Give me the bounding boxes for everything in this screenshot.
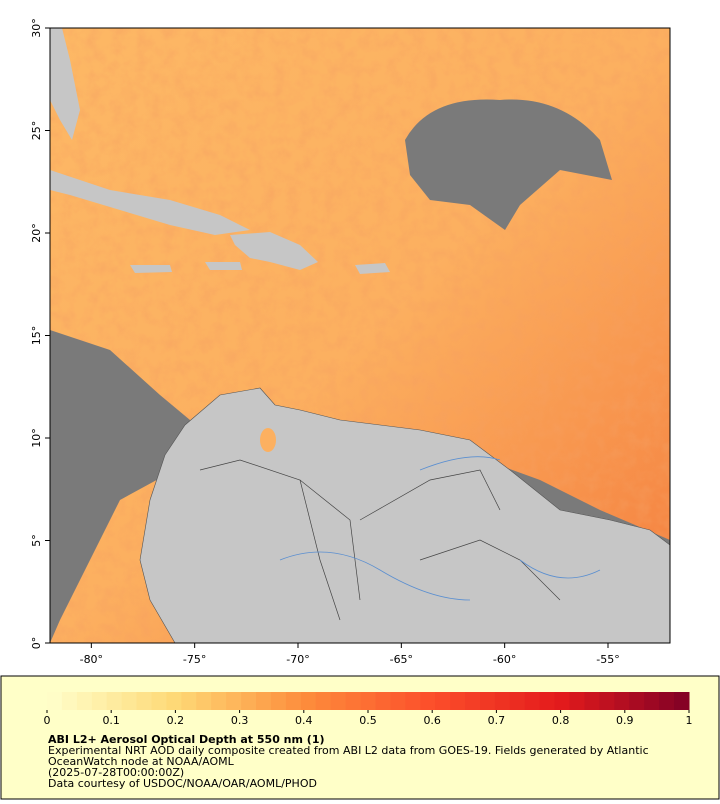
colorbar-bin	[360, 692, 376, 710]
colorbar-bin	[315, 692, 332, 710]
colorbar-bin	[569, 692, 585, 710]
colorbar-bin	[435, 692, 451, 710]
colorbar-bin	[674, 692, 690, 710]
colorbar-bin	[270, 692, 287, 710]
colorbar-bin	[554, 692, 571, 710]
colorbar-bin	[166, 692, 182, 710]
land	[50, 170, 250, 235]
colorbar-tick-label: 1	[686, 714, 693, 727]
colorbar-bin	[509, 692, 526, 710]
colorbar-bin	[61, 692, 78, 710]
colorbar-tick-label: 0.3	[231, 714, 249, 727]
colorbar-bin	[285, 692, 302, 710]
colorbar-bin	[494, 692, 511, 710]
x-tick-label: -65°	[390, 653, 413, 666]
colorbar-bin	[196, 692, 212, 710]
colorbar-bin	[420, 692, 436, 710]
land	[130, 262, 242, 273]
caption-title: ABI L2+ Aerosol Optical Depth at 550 nm …	[48, 733, 325, 746]
colorbar-bin	[151, 692, 167, 710]
colorbar-bin	[330, 692, 347, 710]
caption-line: Experimental NRT AOD daily composite cre…	[48, 744, 649, 757]
border	[199, 459, 561, 621]
colorbar-tick-label: 0.6	[423, 714, 441, 727]
colorbar-tick-label: 0.9	[616, 714, 634, 727]
y-tick-label: 5°	[30, 534, 43, 547]
colorbar-tick-label: 0.4	[295, 714, 313, 727]
colorbar-bin	[614, 692, 630, 710]
colorbar-bin	[300, 692, 317, 710]
colorbar-bin	[405, 692, 421, 710]
colorbar-bin	[599, 692, 615, 710]
colorbar-bin	[345, 692, 362, 710]
colorbar-bin	[584, 692, 600, 710]
colorbar-bin	[241, 692, 257, 710]
colorbar-bin	[136, 692, 153, 710]
x-tick-label: -60°	[493, 653, 516, 666]
river	[279, 456, 601, 601]
colorbar-tick-label: 0	[44, 714, 51, 727]
land	[50, 28, 80, 140]
colorbar-bin	[226, 692, 242, 710]
y-tick-label: 10°	[30, 428, 43, 448]
colorbar-bin	[524, 692, 541, 710]
colorbar-tick-label: 0.7	[488, 714, 506, 727]
y-tick-label: 30°	[30, 18, 43, 38]
colorbar-bin	[539, 692, 556, 710]
colorbar-bin	[47, 692, 63, 710]
colorbar-bin	[659, 692, 675, 710]
colorbar-bin	[121, 692, 138, 710]
colorbar-tick-label: 0.5	[359, 714, 377, 727]
no-data	[405, 99, 612, 230]
y-tick-label: 0°	[30, 637, 43, 650]
colorbar-bin	[256, 692, 272, 710]
land	[355, 263, 390, 274]
land	[230, 232, 318, 270]
y-tick-label: 20°	[30, 223, 43, 243]
colorbar-bin	[211, 692, 227, 710]
caption-line: OceanWatch node at NOAA/AOML	[48, 755, 235, 768]
colorbar-bin	[76, 692, 93, 710]
colorbar-tick-label: 0.1	[102, 714, 120, 727]
caption-line: Data courtesy of USDOC/NOAA/OAR/AOML/PHO…	[48, 777, 317, 790]
colorbar-bin	[465, 692, 481, 710]
colorbar-bin	[181, 692, 197, 710]
colorbar-bin	[390, 692, 406, 710]
colorbar-bin	[106, 692, 123, 710]
colorbar-tick-label: 0.8	[552, 714, 570, 727]
colorbar-bin	[644, 692, 660, 710]
colorbar-bin	[450, 692, 466, 710]
colorbar-tick-label: 0.2	[167, 714, 185, 727]
colorbar-bin	[91, 692, 108, 710]
no-data	[50, 330, 190, 643]
colorbar-bin	[375, 692, 391, 710]
colorbar-bin	[479, 692, 496, 710]
caption-line: (2025-07-28T00:00:00Z)	[48, 766, 184, 779]
x-tick-label: -80°	[80, 653, 103, 666]
colorbar-bin	[629, 692, 645, 710]
lake	[260, 428, 276, 452]
map-field	[50, 28, 670, 643]
x-tick-label: -55°	[596, 653, 619, 666]
y-tick-label: 25°	[30, 121, 43, 141]
x-tick-label: -75°	[183, 653, 206, 666]
y-tick-label: 15°	[30, 326, 43, 346]
x-tick-label: -70°	[286, 653, 309, 666]
land	[139, 387, 670, 643]
